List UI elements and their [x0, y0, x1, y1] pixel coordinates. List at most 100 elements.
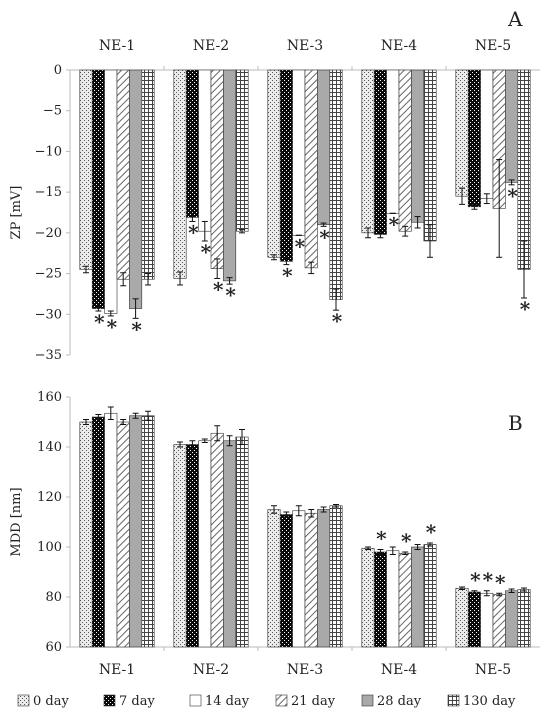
- significance-marker: *: [483, 568, 494, 592]
- bar: [304, 512, 318, 648]
- bar: [185, 444, 199, 648]
- significance-marker: *: [389, 212, 400, 236]
- bar: [467, 591, 481, 648]
- y-tick-label: 140: [37, 440, 62, 455]
- y-axis-label: ZP [mV]: [9, 186, 24, 240]
- y-tick-label: 0: [54, 63, 62, 78]
- bar: [317, 69, 331, 226]
- category-label: NE-5: [475, 662, 511, 678]
- y-tick-label: −25: [35, 267, 62, 282]
- bar: [279, 69, 293, 262]
- significance-marker: *: [295, 234, 306, 258]
- y-tick-label: 120: [37, 490, 62, 505]
- bar: [361, 69, 375, 234]
- category-label: NE-1: [99, 38, 135, 54]
- y-tick-label: 160: [37, 390, 62, 405]
- category-label: NE-2: [193, 38, 229, 54]
- bar: [480, 592, 494, 648]
- significance-marker: *: [225, 283, 236, 307]
- bar: [398, 552, 412, 648]
- y-tick-label: −5: [43, 104, 62, 119]
- bar: [129, 69, 143, 309]
- bar: [141, 415, 155, 648]
- significance-marker: *: [94, 310, 105, 334]
- bar: [398, 69, 412, 232]
- bar: [423, 69, 437, 242]
- category-label: NE-3: [287, 38, 323, 54]
- bar: [104, 412, 118, 648]
- y-tick-label: −35: [35, 348, 62, 363]
- significance-marker: *: [470, 568, 481, 592]
- bar: [104, 69, 118, 314]
- significance-marker: *: [520, 297, 531, 321]
- legend-entry: 28 day: [377, 694, 422, 709]
- bar: [210, 432, 224, 648]
- legend-entry: 21 day: [291, 694, 336, 709]
- bar: [267, 509, 281, 648]
- legend-swatch: [189, 694, 202, 707]
- bar: [129, 415, 143, 648]
- bar: [198, 440, 212, 648]
- legend-swatch: [17, 694, 30, 707]
- significance-marker: *: [188, 220, 199, 244]
- significance-marker: *: [319, 225, 330, 249]
- category-label: NE-4: [381, 662, 417, 678]
- legend-entry: 14 day: [205, 694, 250, 709]
- bar: [91, 416, 105, 648]
- legend-entry: 7 day: [119, 694, 155, 709]
- bar: [116, 69, 130, 280]
- bar: [329, 69, 343, 300]
- bar: [292, 510, 306, 648]
- bar: [116, 421, 130, 648]
- bar: [386, 69, 400, 214]
- y-tick-label: −20: [35, 226, 62, 241]
- bar: [141, 69, 155, 280]
- significance-marker: *: [507, 184, 518, 208]
- bar: [386, 550, 400, 648]
- significance-marker: *: [201, 240, 212, 264]
- bar: [79, 421, 93, 648]
- legend-swatch: [275, 694, 288, 707]
- legend-entry: 0 day: [33, 694, 69, 709]
- bar: [185, 69, 199, 218]
- significance-marker: *: [332, 309, 343, 333]
- y-tick-label: −10: [35, 144, 62, 159]
- bar: [492, 594, 506, 648]
- bar: [467, 69, 481, 208]
- bar: [292, 69, 306, 236]
- legend-entry: 130 day: [463, 694, 516, 709]
- bar: [235, 69, 249, 232]
- bar: [505, 69, 519, 183]
- category-label: NE-5: [475, 38, 511, 54]
- panel-b-mean-droplet-diameter: B MDD [nm] 60 80 100 120 140 160 NE-1 NE-2 NE-3 NE-…: [9, 390, 540, 678]
- bar: [517, 589, 531, 648]
- bar: [411, 69, 425, 223]
- bar: [198, 69, 212, 232]
- legend-swatch: [103, 694, 116, 707]
- significance-marker: *: [401, 529, 412, 553]
- bar: [223, 69, 237, 282]
- bar: [210, 69, 224, 269]
- significance-marker: *: [107, 315, 118, 339]
- bar: [267, 69, 281, 258]
- bar: [329, 505, 343, 648]
- significance-marker: *: [495, 570, 506, 594]
- bar: [279, 514, 293, 648]
- bar: [423, 544, 437, 648]
- bar: [505, 590, 519, 648]
- category-label: NE-2: [193, 662, 229, 678]
- category-label: NE-4: [381, 38, 417, 54]
- bar: [373, 69, 387, 235]
- y-tick-label: 80: [45, 590, 62, 605]
- y-tick-label: 60: [45, 640, 62, 655]
- y-axis-label: MDD [nm]: [9, 487, 24, 556]
- significance-marker: *: [376, 527, 387, 551]
- bar: [455, 587, 469, 648]
- bar: [517, 69, 531, 270]
- category-label: NE-1: [99, 662, 135, 678]
- bar: [373, 551, 387, 648]
- bar: [411, 546, 425, 648]
- legend: 0 day 7 day 14 day 21 day 28 day 130 day: [17, 694, 516, 709]
